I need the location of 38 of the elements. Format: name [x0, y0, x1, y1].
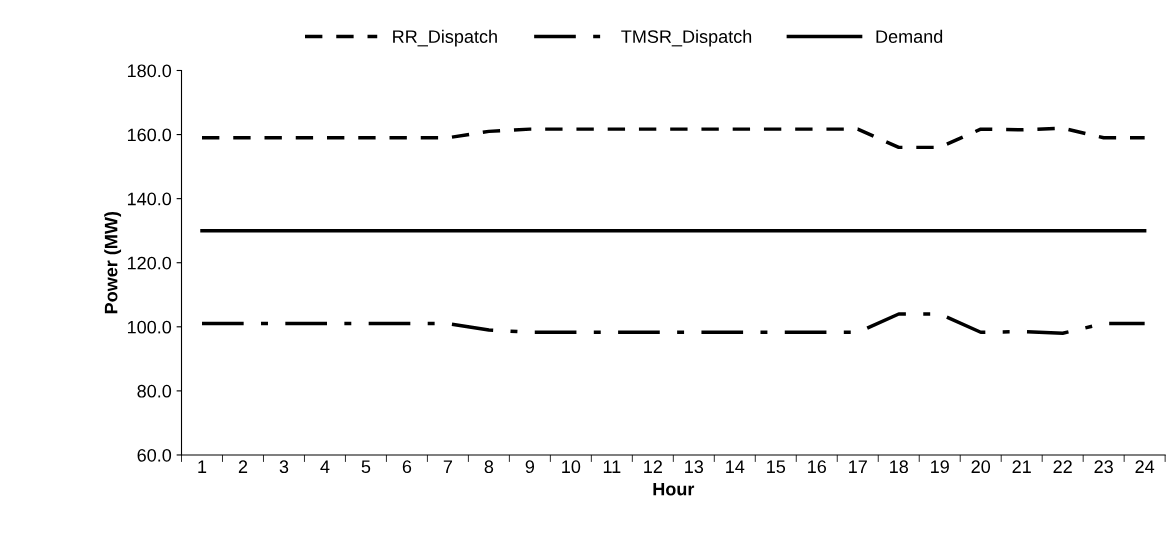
- line-series: [200, 126, 1147, 150]
- x-tick-label: 20: [971, 460, 991, 474]
- x-axis-title: Hour: [653, 482, 695, 496]
- x-tick-label: 7: [443, 460, 453, 473]
- y-tick-label: 140.0: [127, 192, 172, 206]
- y-axis-title: Power (MW): [104, 211, 122, 314]
- x-tick-label: 19: [931, 460, 949, 474]
- x-tick-label: 16: [808, 460, 827, 474]
- x-tick-label: 14: [726, 460, 745, 473]
- x-tick-label: 23: [1094, 460, 1113, 474]
- x-tick-label: 1: [198, 460, 207, 473]
- x-tick-label: 18: [890, 460, 908, 474]
- y-tick-label: 120.0: [127, 256, 172, 270]
- legend-label: Demand: [876, 29, 943, 43]
- x-tick-label: 4: [320, 460, 330, 473]
- y-tick-label: 160.0: [127, 128, 172, 142]
- x-tick-label: 21: [1012, 460, 1031, 473]
- x-tick-label: 6: [402, 460, 412, 474]
- x-tick-label: 5: [361, 460, 371, 474]
- x-tick-label: 13: [685, 460, 704, 474]
- x-tick-label: 10: [562, 460, 581, 474]
- y-tick-label: 100.0: [127, 320, 172, 334]
- x-tick-label: 22: [1053, 460, 1072, 473]
- legend-label: RR_Dispatch: [393, 29, 497, 47]
- x-tick-label: 17: [849, 460, 867, 473]
- legend-label: TMSR_Dispatch: [621, 29, 752, 47]
- x-tick-label: 12: [644, 460, 662, 473]
- y-tick-label: 80.0: [137, 384, 172, 398]
- x-tick-label: 24: [1135, 460, 1155, 473]
- x-tick-label: 3: [279, 460, 289, 474]
- line-series: [200, 312, 1147, 335]
- x-tick-label: 9: [525, 460, 535, 474]
- x-tick-label: 15: [767, 460, 786, 474]
- y-tick-label: 180.0: [127, 64, 172, 78]
- x-tick-label: 11: [603, 460, 621, 473]
- x-tick-label: 2: [238, 460, 248, 473]
- x-tick-label: 8: [484, 460, 494, 474]
- y-tick-label: 60.0: [137, 448, 172, 462]
